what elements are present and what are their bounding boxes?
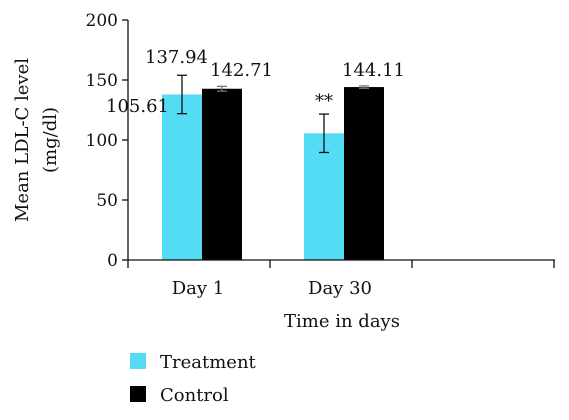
- y-tick-label: 200: [86, 11, 118, 31]
- legend-label-control: Control: [160, 385, 229, 406]
- y-tick-label: 150: [86, 71, 118, 91]
- legend: Treatment Control: [130, 352, 257, 406]
- data-label: 137.94: [145, 47, 208, 68]
- legend-label-treatment: Treatment: [160, 352, 257, 373]
- x-tick-label: Day 30: [308, 278, 372, 299]
- legend-swatch-treatment: [130, 353, 146, 369]
- data-label: 144.11: [342, 60, 405, 81]
- bars-layer: [162, 74, 384, 261]
- legend-swatch-control: [130, 386, 146, 402]
- bar-control-day-1: [202, 88, 242, 260]
- bar-treatment-day-1: [162, 94, 202, 260]
- bar-control-day-30: [344, 87, 384, 261]
- ticks-layer: 0 50 100 150 200: [86, 11, 555, 271]
- y-tick-label: 50: [96, 191, 118, 211]
- x-tick-label: Day 1: [172, 278, 225, 299]
- y-axis-label: Mean LDL-C level: [12, 58, 33, 222]
- data-label: 142.71: [210, 60, 273, 81]
- y-tick-label: 0: [107, 251, 118, 271]
- labels-layer: Day 1 Day 30 137.94 105.61 ** 142.71 144.11: [106, 47, 405, 299]
- y-tick-label: 100: [86, 131, 118, 151]
- significance-annotation: **: [315, 91, 333, 112]
- data-label: 105.61: [106, 96, 169, 117]
- bar-treatment-day-30: [304, 133, 344, 260]
- x-axis-label: Time in days: [284, 311, 400, 332]
- y-axis-unit-label: (mg/dl): [40, 107, 61, 173]
